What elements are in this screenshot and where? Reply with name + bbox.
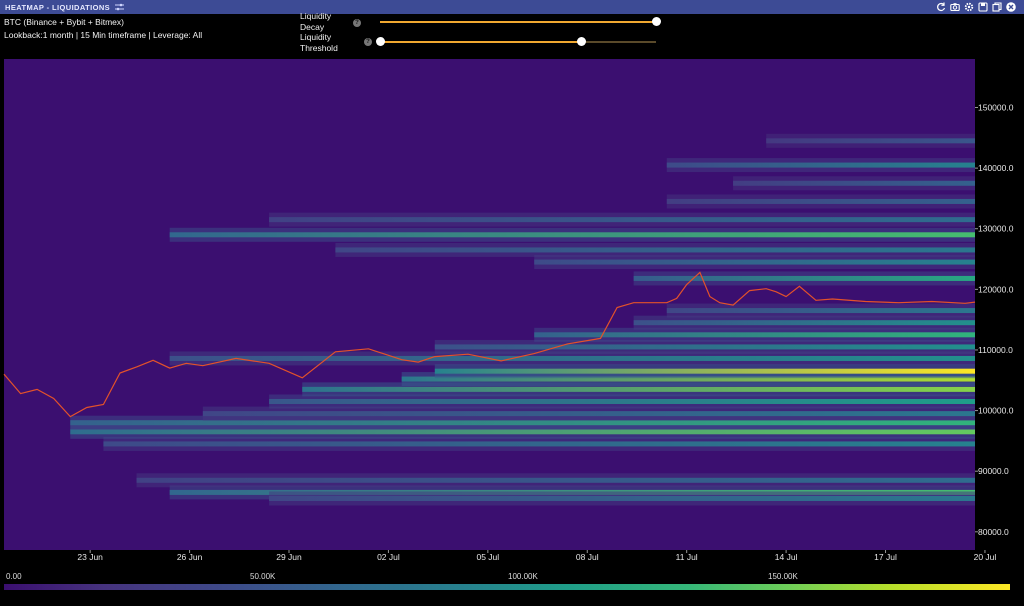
x-tick-label: 29 Jun: [276, 552, 302, 562]
x-tick-label: 23 Jun: [77, 552, 103, 562]
threshold-slider-track[interactable]: [380, 41, 656, 43]
decay-label-line2: Decay: [300, 22, 325, 32]
y-tick-label: 80000.0: [978, 527, 1009, 537]
x-tick-label: 08 Jul: [576, 552, 599, 562]
liquidity-band: [633, 275, 975, 281]
instrument-label: BTC (Binance + Bybit + Bitmex): [4, 17, 124, 27]
liquidity-band: [302, 386, 975, 392]
camera-icon[interactable]: [950, 2, 960, 12]
decay-slider-handle[interactable]: [651, 17, 661, 26]
threshold-label-line1: Liquidity: [300, 32, 332, 42]
colorbar-label-0: 0.00: [6, 572, 22, 581]
threshold-help-icon[interactable]: ?: [364, 38, 372, 46]
copy-icon[interactable]: [992, 2, 1002, 12]
decay-label: Liquidity Decay: [300, 11, 331, 33]
decay-slider-track[interactable]: [380, 21, 656, 23]
liquidity-band: [434, 344, 976, 350]
heatmap-chart[interactable]: 80000.0 90000.0 100000.0 110000.0 120000.0 13…: [0, 56, 1024, 566]
y-tick-label: 110000.0: [978, 345, 1013, 355]
liquidity-band: [169, 355, 976, 361]
window-title: HEATMAP - LIQUIDATIONS: [5, 2, 111, 12]
threshold-slider-handle[interactable]: [576, 37, 586, 46]
liquidity-band: [335, 247, 976, 253]
threshold-slider-fill: [380, 41, 582, 43]
adjust-icon[interactable]: [115, 3, 125, 11]
save-icon[interactable]: [978, 2, 988, 12]
threshold-label-line2: Threshold: [300, 43, 338, 53]
x-tick-label: 05 Jul: [476, 552, 499, 562]
y-tick-label: 150000.0: [978, 102, 1014, 112]
liquidity-band: [666, 308, 975, 314]
liquidity-band: [534, 332, 975, 338]
y-tick-label: 130000.0: [978, 224, 1014, 234]
x-tick-label: 20 Jul: [974, 552, 997, 562]
liquidity-band: [70, 429, 976, 435]
liquidity-band: [434, 368, 976, 374]
threshold-slider-start-handle[interactable]: [376, 37, 385, 46]
x-tick-label: 11 Jul: [676, 552, 698, 562]
close-icon[interactable]: [1006, 2, 1016, 12]
liquidity-band: [103, 441, 975, 447]
x-tick-label: 02 Jul: [377, 552, 400, 562]
liquidity-band: [666, 198, 975, 204]
refresh-icon[interactable]: [936, 2, 946, 12]
colorbar-label-1: 50.00K: [250, 572, 276, 581]
liquidity-band: [666, 162, 975, 168]
liquidity-band: [136, 477, 976, 483]
y-tick-label: 120000.0: [978, 284, 1014, 294]
liquidity-band: [269, 398, 975, 404]
x-tick-label: 17 Jul: [874, 552, 897, 562]
y-tick-label: 100000.0: [978, 406, 1014, 416]
colorbar-label-2: 100.00K: [508, 572, 538, 581]
liquidity-band: [269, 217, 975, 223]
decay-label-line1: Liquidity: [300, 11, 332, 21]
liquidity-band: [766, 138, 975, 144]
liquidity-band: [169, 232, 976, 238]
decay-help-icon[interactable]: ?: [353, 19, 361, 27]
x-tick-label: 14 Jul: [775, 552, 798, 562]
price-line: [3, 271, 976, 418]
window-titlebar: HEATMAP - LIQUIDATIONS: [0, 0, 1024, 14]
liquidity-band: [534, 259, 975, 265]
y-tick-label: 90000.0: [978, 466, 1009, 476]
x-tick-label: 26 Jun: [177, 552, 203, 562]
colorbar-label-3: 150.00K: [768, 572, 798, 581]
colorbar: [4, 584, 1010, 590]
liquidity-band: [269, 495, 975, 501]
decay-slider-fill: [380, 21, 656, 23]
liquidity-band: [70, 420, 976, 426]
liquidity-band: [633, 320, 975, 326]
liquidity-band: [202, 411, 975, 417]
threshold-label: Liquidity Threshold: [300, 32, 338, 54]
settings-summary: Lookback:1 month | 15 Min timeframe | Le…: [4, 30, 203, 40]
liquidity-band: [733, 180, 975, 186]
y-tick-label: 140000.0: [978, 163, 1014, 173]
settings-icon[interactable]: [964, 2, 974, 12]
liquidity-band: [401, 376, 975, 382]
